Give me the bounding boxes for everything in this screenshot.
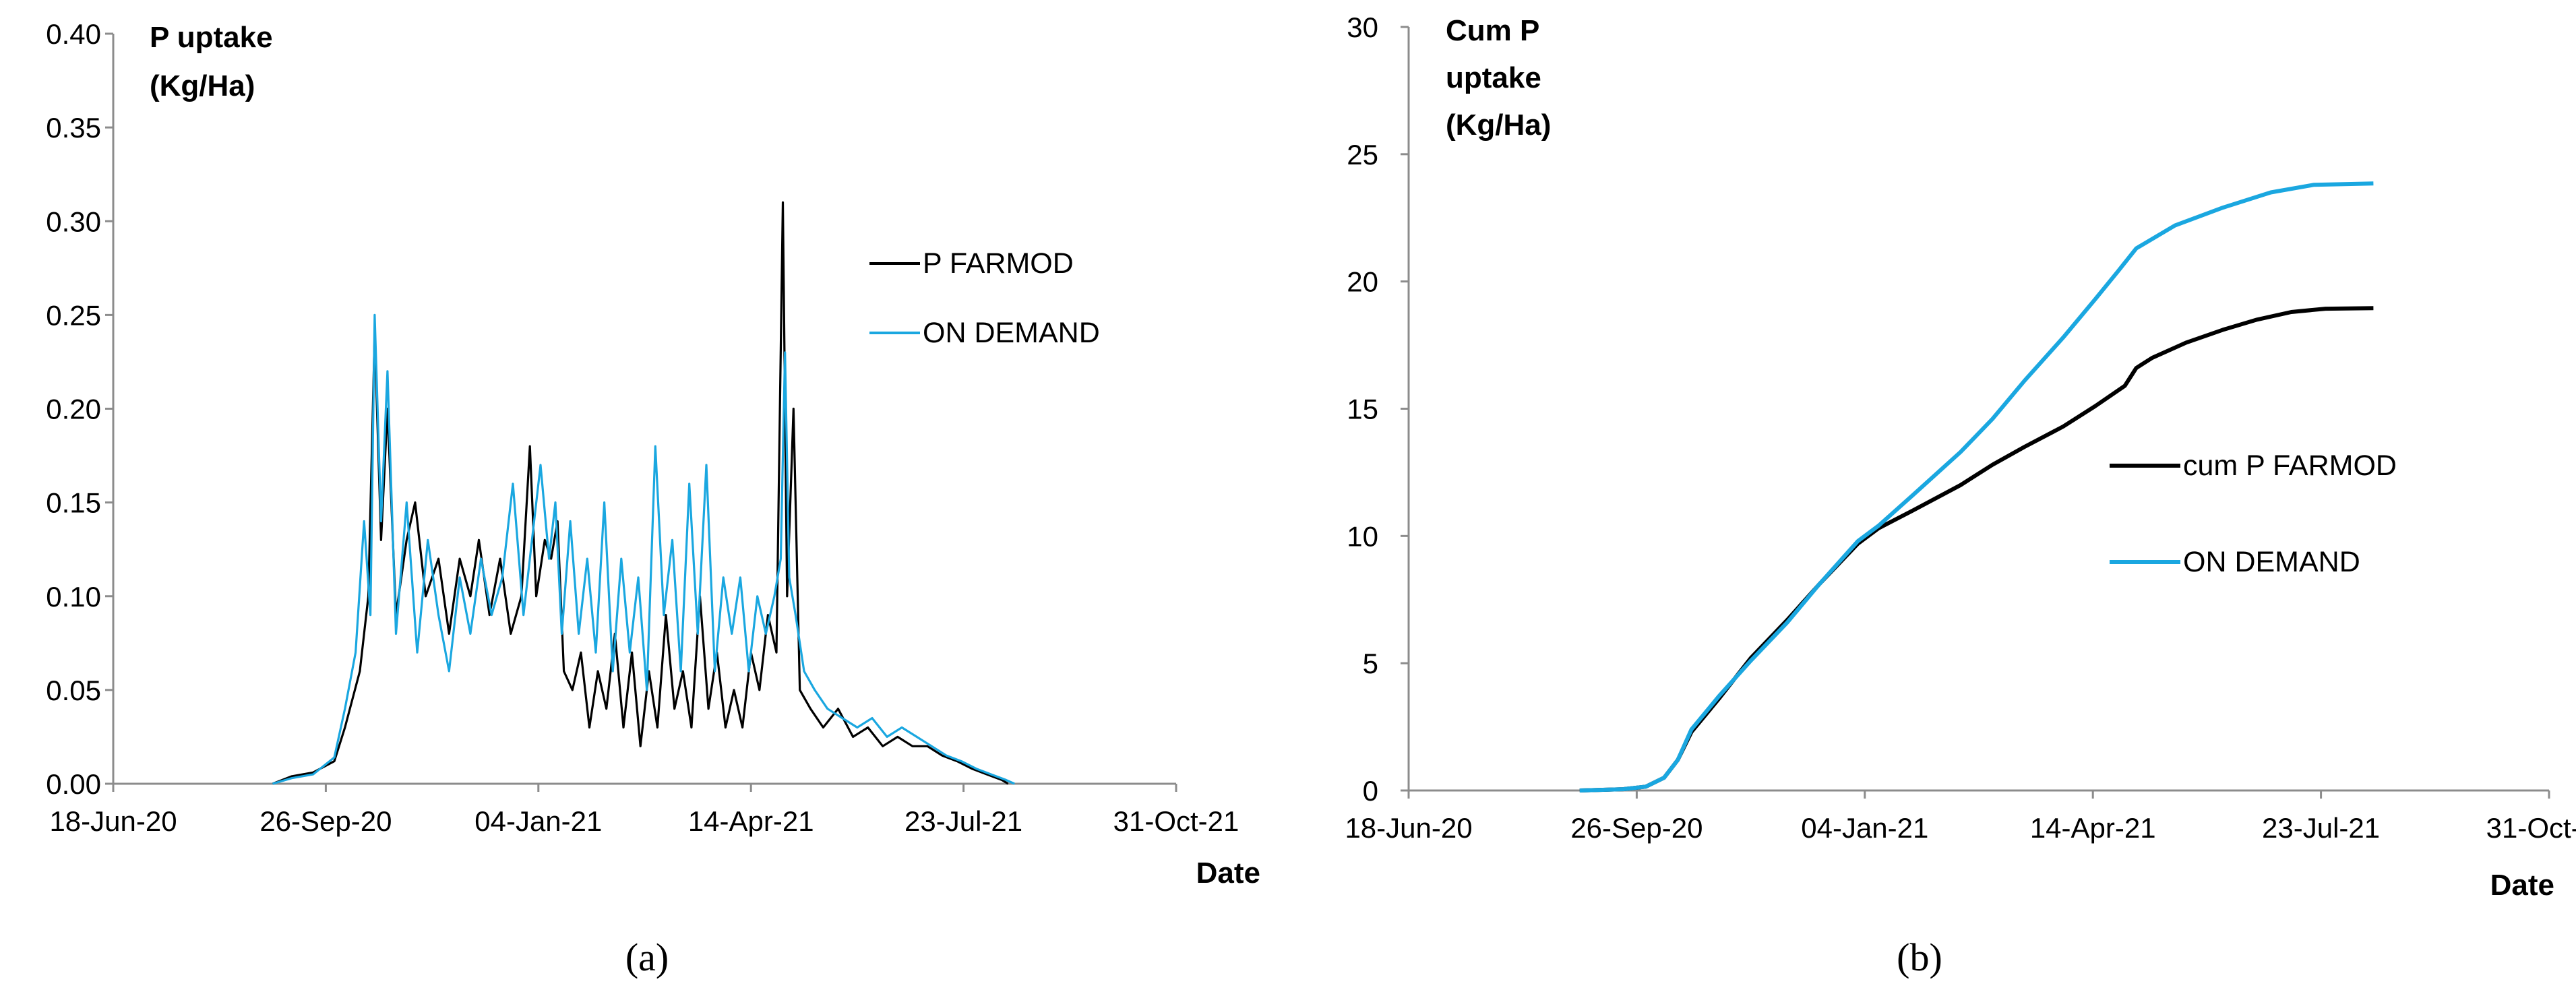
y-tick-label: 25	[1347, 139, 1378, 170]
y-tick-label: 20	[1347, 266, 1378, 298]
legend-label-0: P FARMOD	[923, 247, 1074, 280]
legend-label-1: ON DEMAND	[2183, 546, 2360, 578]
panel-label: (a)	[625, 935, 669, 979]
chart-title-unit: (Kg/Ha)	[150, 69, 255, 102]
x-tick-label: 14-Apr-21	[2030, 812, 2156, 844]
series-line-1	[272, 313, 1015, 785]
x-tick-label: 04-Jan-21	[1801, 812, 1928, 844]
y-tick-label: 0.35	[46, 112, 101, 144]
chart-title-line2: uptake	[1446, 61, 1541, 94]
x-tick-label: 18-Jun-20	[49, 805, 177, 837]
x-axis-label: Date	[2490, 869, 2554, 902]
chart-title-unit: (Kg/Ha)	[1446, 108, 1551, 142]
chart-title: Cum P	[1446, 14, 1539, 47]
series-line-1	[1579, 181, 2374, 793]
x-tick-label: 04-Jan-21	[474, 805, 602, 837]
panel-b-chart: 0 5 10 15 20 25 30 18-Jun-20 26-Sep-20 04-Jan-21 1…	[1345, 11, 2576, 979]
y-tick-label: 5	[1363, 648, 1378, 679]
x-tick-label: 23-Jul-21	[904, 805, 1022, 837]
y-tick-label: 0.00	[46, 768, 101, 800]
panel-label: (b)	[1897, 935, 1942, 979]
x-tick-label: 31-Oct-21	[1113, 805, 1239, 837]
y-tick-label: 0.10	[46, 581, 101, 613]
y-tick-label: 10	[1347, 520, 1378, 552]
legend-label-0: cum P FARMOD	[2183, 449, 2397, 482]
y-tick-label: 0	[1363, 775, 1378, 807]
y-tick-label: 0.40	[46, 18, 101, 50]
x-tick-label: 23-Jul-21	[2262, 812, 2380, 844]
y-tick-label: 0.25	[46, 299, 101, 331]
panel-a-chart: 0.00 0.05 0.10 0.15 0.20 0.25 0.30 0.35 0.40 18-J…	[46, 18, 1260, 979]
x-axis-label: Date	[1196, 857, 1260, 890]
x-tick-label: 26-Sep-20	[259, 805, 392, 837]
x-tick-label: 18-Jun-20	[1345, 812, 1472, 844]
x-tick-label: 31-Oct-21	[2486, 812, 2576, 844]
series-line-0	[272, 201, 1009, 785]
y-tick-label: 15	[1347, 394, 1378, 425]
legend-label-1: ON DEMAND	[923, 317, 1100, 349]
y-tick-label: 0.05	[46, 675, 101, 706]
x-tick-label: 14-Apr-21	[688, 805, 814, 837]
y-tick-label: 0.20	[46, 394, 101, 425]
y-tick-label: 30	[1347, 11, 1378, 43]
chart-title: P uptake	[150, 21, 273, 54]
x-tick-label: 26-Sep-20	[1570, 812, 1703, 844]
y-tick-label: 0.15	[46, 487, 101, 519]
y-tick-label: 0.30	[46, 206, 101, 237]
